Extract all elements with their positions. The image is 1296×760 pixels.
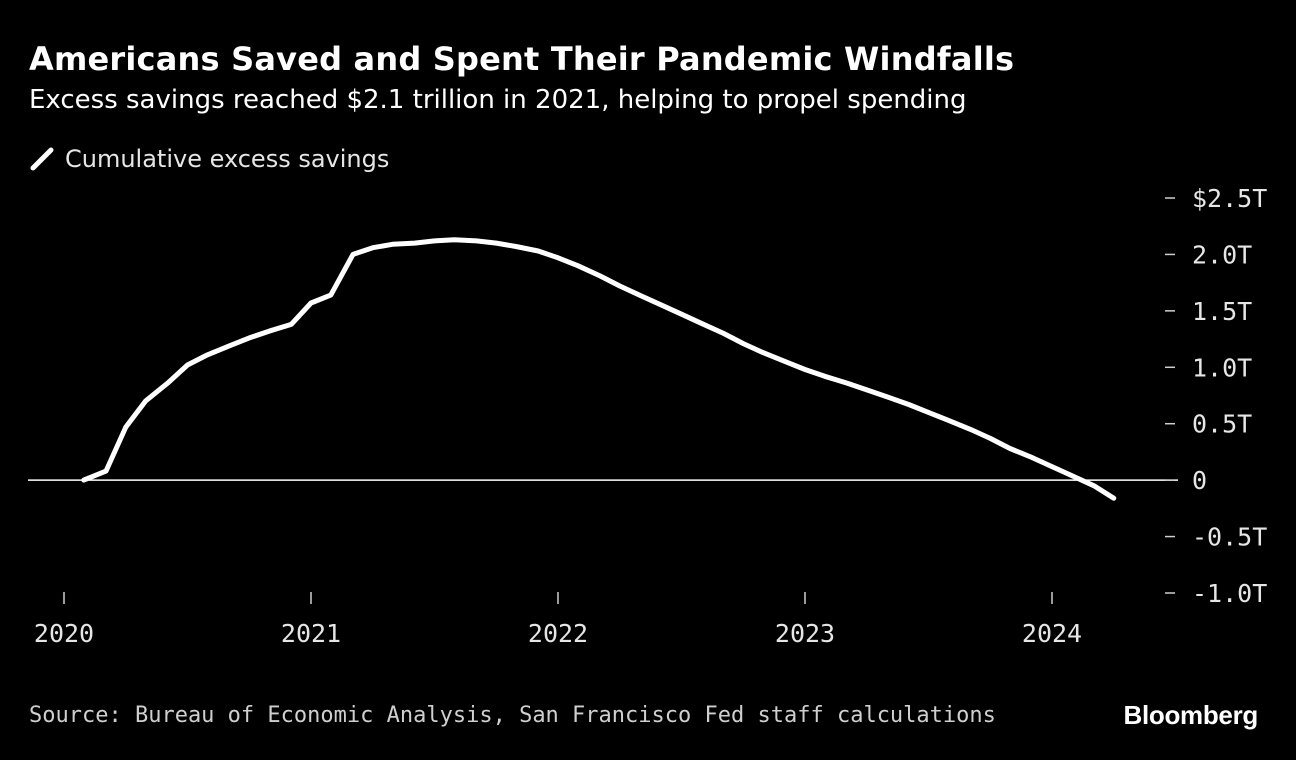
x-tick-label: 2024 [1022,619,1082,648]
y-tick-label: -0.5T [1192,523,1267,552]
legend-line-swatch [30,147,54,171]
x-tick-label: 2022 [528,619,588,648]
y-tick-label: 0 [1192,466,1207,495]
y-tick-label: 2.0T [1192,240,1252,269]
series-line-cumulative-excess-savings [81,237,1117,501]
y-tick-label: 0.5T [1192,410,1252,439]
x-tick-label: 2023 [775,619,835,648]
y-tick-label: 1.5T [1192,297,1252,326]
legend-label: Cumulative excess savings [65,145,390,173]
source-note: Source: Bureau of Economic Analysis, San… [29,703,996,728]
y-tick-label: 1.0T [1192,353,1252,382]
y-tick-label: $2.5T [1192,184,1267,213]
legend: Cumulative excess savings [29,142,389,176]
x-tick-label: 2021 [281,619,341,648]
chart-subtitle: Excess savings reached $2.1 trillion in … [29,85,967,115]
x-tick-label: 2020 [34,619,94,648]
bloomberg-logo: Bloomberg [1123,700,1258,730]
chart-title: Americans Saved and Spent Their Pandemic… [29,40,1015,78]
y-tick-label: -1.0T [1192,579,1267,608]
